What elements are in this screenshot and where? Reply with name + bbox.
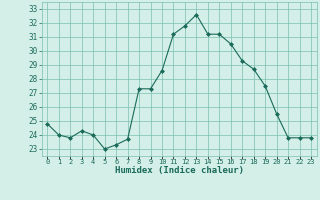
- X-axis label: Humidex (Indice chaleur): Humidex (Indice chaleur): [115, 166, 244, 175]
